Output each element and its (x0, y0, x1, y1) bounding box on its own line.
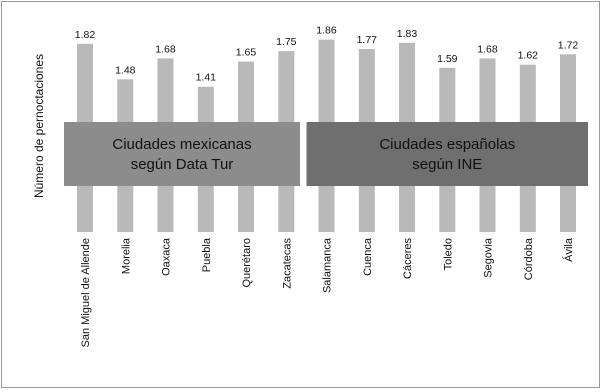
data-label: 1.68 (155, 43, 176, 55)
data-label: 1.75 (276, 36, 297, 48)
x-tick-label: Salamanca (322, 237, 334, 293)
x-tick-label: Oaxaca (161, 237, 173, 276)
value-labels-layer: 1.82 1.48 1.68 1.41 1.65 1.75 1.86 1.77 1.83 1.59… (75, 25, 579, 84)
x-tick-label: Segovia (483, 237, 495, 278)
group-band-label: según Data Tur (131, 156, 234, 173)
group-bands-layer: Ciudades mexicanas según Data Tur Ciudades… (64, 122, 588, 186)
x-tick-labels-layer: San Miguel de Allende Morelia Oaxaca Puebla… (80, 237, 575, 347)
data-label: 1.72 (558, 39, 579, 51)
data-label: 1.86 (316, 25, 337, 37)
data-label: 1.68 (477, 43, 498, 55)
x-tick-label: Cuenca (362, 237, 374, 276)
data-label: 1.65 (236, 47, 257, 59)
x-tick-label: Córdoba (523, 237, 535, 280)
group-band-label: Ciudades mexicanas (112, 136, 251, 153)
group-band (306, 122, 588, 186)
x-tick-label: San Miguel de Allende (80, 238, 92, 347)
x-tick-label: Ávila (562, 237, 575, 262)
data-label: 1.77 (357, 34, 378, 46)
data-label: 1.83 (397, 28, 418, 40)
group-band (64, 122, 300, 186)
y-axis-title: Número de pernoctaciones (32, 54, 46, 198)
group-band-label: Ciudades españolas (379, 136, 515, 153)
data-label: 1.48 (115, 64, 136, 76)
data-label: 1.59 (437, 53, 458, 65)
data-label: 1.41 (196, 72, 217, 84)
x-tick-label: Querétaro (241, 238, 253, 288)
group-band-label: según INE (412, 156, 482, 173)
x-tick-label: Morelia (120, 237, 132, 274)
x-tick-label: Toledo (442, 238, 454, 270)
x-tick-label: Puebla (201, 237, 213, 272)
data-label: 1.82 (75, 29, 96, 41)
x-tick-label: Cáceres (402, 238, 414, 279)
x-tick-label: Zacatecas (281, 238, 293, 289)
bar-chart: Ciudades mexicanas según Data Tur Ciudades… (32, 25, 588, 347)
data-label: 1.62 (518, 50, 539, 62)
